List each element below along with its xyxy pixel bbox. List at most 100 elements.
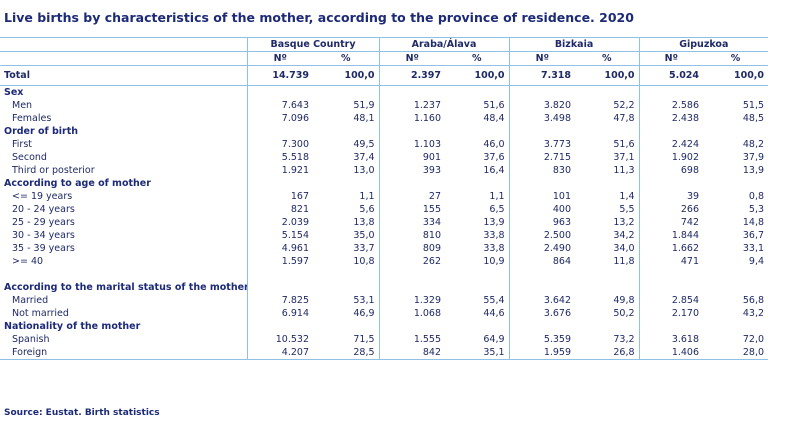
percent-cell: 37,6 xyxy=(483,152,505,163)
percent-cell: 46,0 xyxy=(483,139,505,150)
source-note: Source: Eustat. Birth statistics xyxy=(4,408,160,418)
count-cell: 10.532 xyxy=(246,333,313,346)
count-cell: 1.068 xyxy=(378,307,446,320)
count-cell: 1.103 xyxy=(378,138,446,151)
empty-cell xyxy=(445,85,510,99)
empty-cell xyxy=(246,85,313,99)
count-cell: 5.154 xyxy=(246,229,313,242)
percent-cell: 51,5 xyxy=(742,100,765,111)
percent-cell: 48,1 xyxy=(353,113,375,124)
percent-cell: 13,8 xyxy=(353,217,375,228)
percent-cell: 44,6 xyxy=(483,308,505,319)
percent-header: % xyxy=(313,51,380,66)
empty-cell xyxy=(445,281,509,294)
section-title: According to age of mother xyxy=(4,178,151,189)
count-cell: 2.424 xyxy=(638,138,704,151)
percent-cell: 33,8 xyxy=(483,230,505,241)
table-title: Live births by characteristics of the mo… xyxy=(4,10,634,25)
section-header-row: According to age of mother xyxy=(0,177,768,190)
count-cell: 3.820 xyxy=(508,99,576,112)
count-cell: 4.961 xyxy=(246,242,313,255)
count-cell: 155 xyxy=(378,203,446,216)
row-label: First xyxy=(12,139,32,150)
row-label: Spanish xyxy=(12,334,50,345)
percent-cell: 5,5 xyxy=(619,204,635,215)
empty-cell xyxy=(378,320,446,333)
table-row: <= 19 years 167 1,1 27 1,1 101 1,4 39 0,8 xyxy=(0,190,768,203)
count-cell: 1.555 xyxy=(378,333,446,346)
empty-cell xyxy=(703,85,769,99)
count-cell: 810 xyxy=(378,229,446,242)
statistics-table: Basque Country Araba/Álava Bizkaia Gipuz… xyxy=(0,37,769,360)
spacer-cell xyxy=(703,268,768,281)
count-header: Nº xyxy=(638,51,704,66)
empty-cell xyxy=(703,320,768,333)
percent-cell: 10,9 xyxy=(483,256,505,267)
percent-header: % xyxy=(575,51,640,66)
count-cell: 101 xyxy=(508,190,576,203)
measure-header-row: Nº % Nº % Nº % Nº % xyxy=(0,51,769,66)
empty-cell xyxy=(703,177,768,190)
percent-cell: 46,9 xyxy=(353,308,375,319)
count-cell: 2.490 xyxy=(508,242,576,255)
percent-cell: 34,0 xyxy=(613,243,635,254)
count-cell: 963 xyxy=(508,216,576,229)
row-label: <= 19 years xyxy=(12,191,73,202)
empty-cell xyxy=(508,281,576,294)
empty-cell xyxy=(378,125,446,138)
region-header: Basque Country xyxy=(246,37,380,52)
empty-cell xyxy=(508,320,576,333)
empty-cell xyxy=(638,320,704,333)
count-cell: 5.359 xyxy=(508,333,576,346)
count-cell: 901 xyxy=(378,151,446,164)
percent-cell: 73,2 xyxy=(613,334,635,345)
count-cell: 5.518 xyxy=(246,151,313,164)
table-row: Spanish 10.532 71,5 1.555 64,9 5.359 73,2 3.618… xyxy=(0,333,768,346)
percent-cell: 26,8 xyxy=(575,346,640,360)
count-cell: 7.300 xyxy=(246,138,313,151)
section-title: Nationality of the mother xyxy=(4,321,141,332)
spacer-cell xyxy=(575,268,639,281)
percent-cell: 64,9 xyxy=(483,334,505,345)
percent-cell: 100,0 xyxy=(703,65,769,86)
percent-cell: 37,1 xyxy=(613,152,635,163)
percent-cell: 1,4 xyxy=(619,191,635,202)
percent-cell: 56,8 xyxy=(742,295,765,306)
count-cell: 471 xyxy=(638,255,704,268)
percent-cell: 49,8 xyxy=(613,295,635,306)
empty-cell xyxy=(313,320,379,333)
row-label: Not married xyxy=(12,308,69,319)
count-cell: 809 xyxy=(378,242,446,255)
count-cell: 393 xyxy=(378,164,446,177)
percent-cell: 14,8 xyxy=(742,217,765,228)
row-label: Females xyxy=(12,113,52,124)
percent-cell: 100,0 xyxy=(313,65,380,86)
count-cell: 334 xyxy=(378,216,446,229)
percent-cell: 100,0 xyxy=(575,65,640,86)
empty-cell xyxy=(575,125,639,138)
count-cell: 2.397 xyxy=(378,65,446,86)
table-row: Men 7.643 51,9 1.237 51,6 3.820 52,2 2.586 51,5 xyxy=(0,99,768,112)
percent-cell: 48,2 xyxy=(742,139,765,150)
percent-cell: 53,1 xyxy=(353,295,375,306)
count-cell: 1.921 xyxy=(246,164,313,177)
section-header-row: Sex xyxy=(0,85,769,99)
count-cell: 1.959 xyxy=(508,346,576,360)
empty-cell xyxy=(638,125,704,138)
empty-cell xyxy=(246,281,313,294)
count-cell: 3.498 xyxy=(508,112,576,125)
percent-cell: 11,8 xyxy=(613,256,635,267)
percent-header: % xyxy=(445,51,510,66)
percent-cell: 47,8 xyxy=(613,113,635,124)
percent-cell: 33,7 xyxy=(353,243,375,254)
count-cell: 2.039 xyxy=(246,216,313,229)
table-row: Not married 6.914 46,9 1.068 44,6 3.676 50,2 2.… xyxy=(0,307,768,320)
row-label: Foreign xyxy=(0,346,247,360)
count-cell: 400 xyxy=(508,203,576,216)
section-header-row: Order of birth xyxy=(0,125,768,138)
row-label: Men xyxy=(12,100,33,111)
table-row: Females 7.096 48,1 1.160 48,4 3.498 47,8 2.438 4… xyxy=(0,112,768,125)
row-label: >= 40 xyxy=(12,256,44,267)
row-label: 20 - 24 years xyxy=(12,204,75,215)
